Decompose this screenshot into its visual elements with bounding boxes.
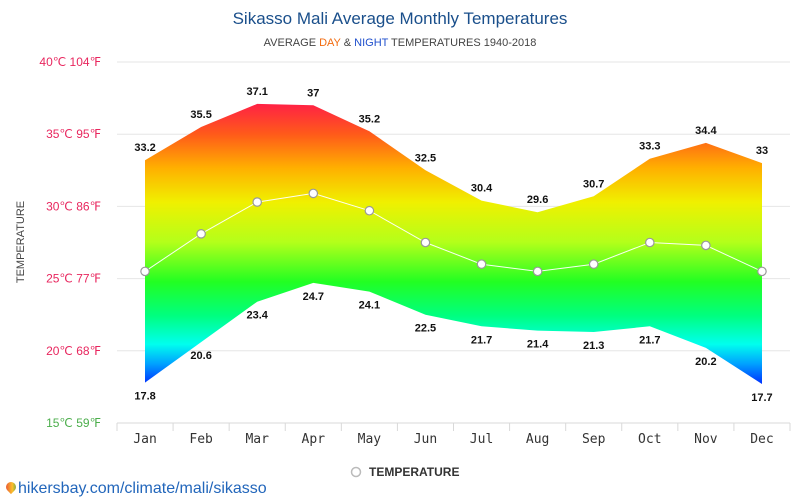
night-temperature-label: 17.8: [134, 391, 155, 403]
subtitle-night: NIGHT: [354, 37, 389, 49]
x-tick-label: Nov: [694, 432, 718, 447]
day-temperature-label: 29.6: [527, 194, 548, 206]
day-temperature-label: 35.5: [190, 109, 211, 121]
x-tick-label: May: [358, 432, 382, 447]
x-tick-label: Oct: [638, 432, 661, 447]
night-temperature-label: 22.5: [415, 323, 436, 335]
night-temperature-label: 21.7: [639, 334, 660, 346]
day-temperature-label: 37.1: [246, 86, 267, 98]
average-temperature-line: [144, 192, 763, 272]
day-temperature-label: 30.7: [583, 178, 604, 190]
night-temperature-label: 21.3: [583, 340, 604, 352]
night-temperature-label: 20.6: [190, 350, 211, 362]
chart-subtitle: AVERAGE DAY & NIGHT TEMPERATURES 1940-20…: [264, 37, 537, 49]
day-temperature-label: 33.3: [639, 141, 660, 153]
day-temperature-label: 34.4: [695, 125, 717, 137]
source-link[interactable]: hikersbay.com/climate/mali/sikasso: [3, 479, 267, 498]
y-axis-ticks: 40℃ 104℉ 35℃ 95℉ 30℃ 86℉ 25℃ 77℉ 20℃ 68℉ 15℃ …: [39, 55, 101, 430]
subtitle-part2: &: [341, 37, 354, 49]
day-temperature-label: 35.2: [359, 113, 380, 125]
day-temperature-label: 33.2: [134, 142, 155, 154]
day-temperature-labels: 33.2 35.5 37.1 37 35.2 32.5 30.4 29.6 30.7 33.3 34…: [134, 86, 768, 206]
night-temperature-label: 20.2: [695, 356, 716, 368]
average-point[interactable]: [701, 240, 711, 251]
night-temperature-label: 21.4: [527, 339, 549, 351]
day-night-range-area: [145, 103, 762, 385]
y-tick-label: 15℃ 59℉: [46, 416, 101, 430]
night-temperature-label: 17.7: [751, 392, 772, 404]
legend-marker-icon: [350, 466, 362, 478]
average-temperature-points: [140, 188, 767, 277]
location-pin-icon: [3, 479, 19, 494]
night-temperature-label: 24.7: [303, 291, 324, 303]
y-tick-label: 40℃ 104℉: [39, 55, 101, 69]
x-tick-label: Feb: [189, 432, 213, 447]
chart-title: Sikasso Mali Average Monthly Temperature…: [233, 9, 568, 28]
average-point[interactable]: [588, 259, 599, 269]
day-temperature-label: 33: [756, 145, 768, 157]
x-axis-ticks: Jan Feb Mar Apr May Jun Jul Aug Sep Oct Nov Dec: [116, 423, 791, 447]
average-point[interactable]: [140, 266, 150, 277]
average-point[interactable]: [308, 188, 319, 199]
source-link-text: hikersbay.com/climate/mali/sikasso: [18, 480, 267, 497]
average-point[interactable]: [757, 266, 767, 277]
average-point[interactable]: [532, 266, 543, 277]
x-tick-label: Dec: [750, 432, 773, 447]
y-tick-label: 20℃ 68℉: [46, 344, 101, 358]
average-point[interactable]: [420, 237, 431, 248]
legend-label: TEMPERATURE: [369, 465, 459, 479]
night-temperature-label: 23.4: [246, 310, 268, 322]
x-tick-label: Jan: [133, 432, 156, 447]
night-temperature-labels: 17.8 20.6 23.4 24.7 24.1 22.5 21.7 21.4 21.3 21.7…: [134, 291, 772, 404]
x-tick-label: Mar: [245, 432, 269, 447]
y-tick-label: 35℃ 95℉: [46, 127, 101, 141]
subtitle-part3: TEMPERATURES 1940-2018: [388, 37, 536, 49]
x-tick-label: Apr: [302, 432, 326, 447]
average-point[interactable]: [252, 197, 263, 207]
x-tick-label: Aug: [526, 432, 549, 447]
night-temperature-label: 24.1: [359, 300, 380, 312]
legend[interactable]: TEMPERATURE: [350, 465, 460, 479]
subtitle-day: DAY: [319, 37, 341, 49]
night-temperature-label: 21.7: [471, 334, 492, 346]
subtitle-part1: AVERAGE: [264, 37, 319, 49]
day-temperature-label: 30.4: [471, 183, 493, 195]
day-temperature-label: 37: [307, 87, 319, 99]
y-tick-label: 30℃ 86℉: [46, 199, 101, 213]
day-temperature-label: 32.5: [415, 152, 436, 164]
x-tick-label: Jul: [470, 432, 493, 447]
x-tick-label: Sep: [582, 432, 606, 447]
average-point[interactable]: [644, 237, 655, 248]
y-axis-label: TEMPERATURE: [15, 201, 27, 283]
average-point[interactable]: [476, 259, 487, 269]
x-tick-label: Jun: [414, 432, 437, 447]
average-point[interactable]: [196, 229, 206, 239]
average-point[interactable]: [364, 205, 375, 216]
y-tick-label: 25℃ 77℉: [46, 272, 101, 286]
